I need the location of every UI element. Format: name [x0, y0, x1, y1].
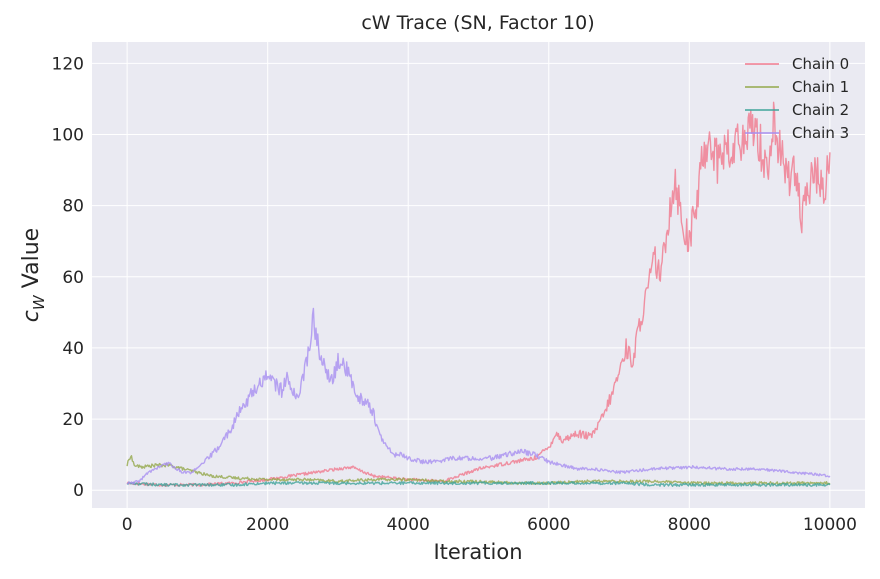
y-tick-label: 20 [62, 410, 84, 430]
series-line-chain-0 [126, 101, 831, 487]
series-line-chain-3 [126, 307, 831, 485]
x-tick-label: 4000 [387, 515, 430, 535]
y-axis-label-subscript: W [30, 294, 48, 310]
y-tick-label: 120 [52, 54, 84, 74]
y-tick-label: 40 [62, 339, 84, 359]
y-tick-label: 100 [52, 125, 84, 145]
y-tick-labels: 0 20 40 60 80 100 120 [52, 54, 84, 501]
y-axis-label-text: Value [19, 228, 44, 295]
legend-label: Chain 3 [792, 124, 849, 142]
x-axis-label: Iteration [433, 540, 522, 564]
x-tick-label: 6000 [527, 515, 570, 535]
legend-label: Chain 2 [792, 101, 849, 119]
x-tick-label: 10000 [803, 515, 857, 535]
legend-label: Chain 1 [792, 78, 849, 96]
y-tick-label: 60 [62, 268, 84, 288]
series-lines [126, 101, 831, 487]
legend-label: Chain 0 [792, 55, 849, 73]
y-axis-label-symbol: c [19, 310, 44, 322]
plot-background [92, 42, 865, 508]
x-tick-labels: 0 2000 4000 6000 8000 10000 [122, 515, 857, 535]
chart-title: cW Trace (SN, Factor 10) [361, 12, 594, 34]
x-tick-label: 2000 [246, 515, 289, 535]
legend: Chain 0 Chain 1 Chain 2 Chain 3 [745, 55, 849, 142]
y-tick-label: 80 [62, 197, 84, 217]
x-tick-label: 8000 [668, 515, 711, 535]
y-tick-label: 0 [73, 481, 84, 501]
x-tick-label: 0 [122, 515, 133, 535]
series-line-chain-2 [126, 481, 831, 487]
grid [92, 42, 865, 508]
y-axis-label: cW Value [19, 228, 48, 322]
